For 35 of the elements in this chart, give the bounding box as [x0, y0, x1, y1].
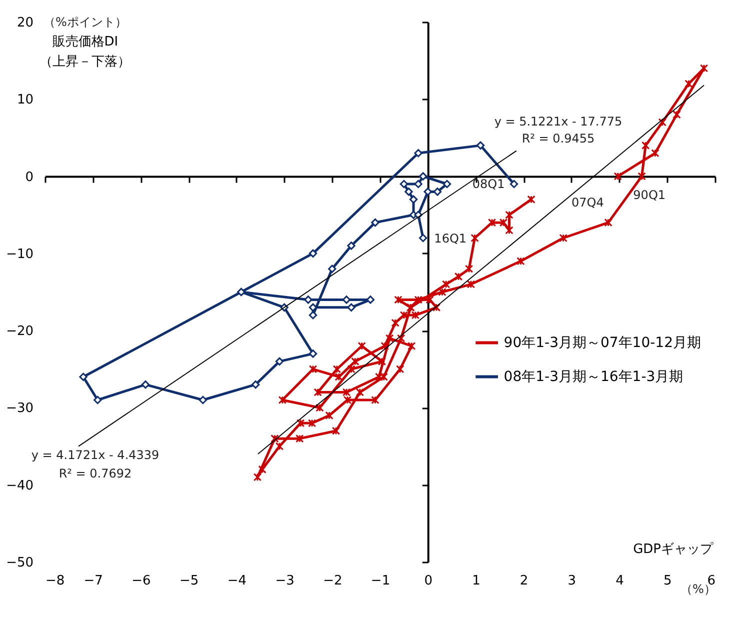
x-tick-label: −4 [227, 574, 247, 588]
annotation: 16Q1 [434, 232, 467, 246]
y-tick-label: −40 [6, 478, 34, 494]
x-tick-label: −3 [275, 574, 294, 588]
legend-label: 90年1-3月期～07年10-12月期 [504, 334, 701, 351]
annotation: （%ポイント） [43, 15, 127, 29]
x-tick-label: −5 [179, 574, 199, 588]
y-tick-label: −30 [6, 401, 34, 416]
annotation: y = 5.1221x - 17.775 [494, 114, 622, 128]
x-axis-title: GDPギャップ [633, 542, 714, 557]
x-tick-label: −1 [370, 574, 390, 588]
annotation: R² = 0.9455 [522, 132, 595, 146]
x-tick-label: 3 [568, 574, 576, 588]
y-tick-label: 0 [25, 170, 34, 185]
x-tick-label: 2 [520, 574, 528, 588]
y-tick-label: 10 [16, 92, 34, 108]
y-axis-title: 販売価格DI（上昇－下落） [40, 34, 131, 70]
x-tick-label: −2 [323, 574, 342, 588]
annotation: 08Q1 [472, 177, 505, 191]
annotation: R² = 0.7692 [58, 466, 132, 480]
legend-label: 08年1-3月期～16年1-3月期 [504, 368, 684, 385]
x-tick-label: −6 [132, 574, 151, 588]
y-tick-label: −50 [6, 556, 34, 570]
x-tick-label: −8 [46, 574, 65, 588]
y-tick-label: −20 [6, 324, 34, 340]
annotation: 07Q4 [572, 195, 604, 210]
x-tick-label: 4 [616, 574, 624, 588]
y-tick-label: 20 [16, 16, 34, 30]
x-tick-label: 0 [424, 574, 432, 588]
x-tick-label: 1 [472, 574, 480, 588]
y-tick-label: −10 [6, 246, 34, 262]
annotation: 90Q1 [633, 188, 666, 202]
x-tick-label: 5 [664, 574, 672, 588]
x-tick-label: −7 [84, 574, 103, 588]
annotation: y = 4.1721x - 4.4339 [31, 448, 160, 462]
